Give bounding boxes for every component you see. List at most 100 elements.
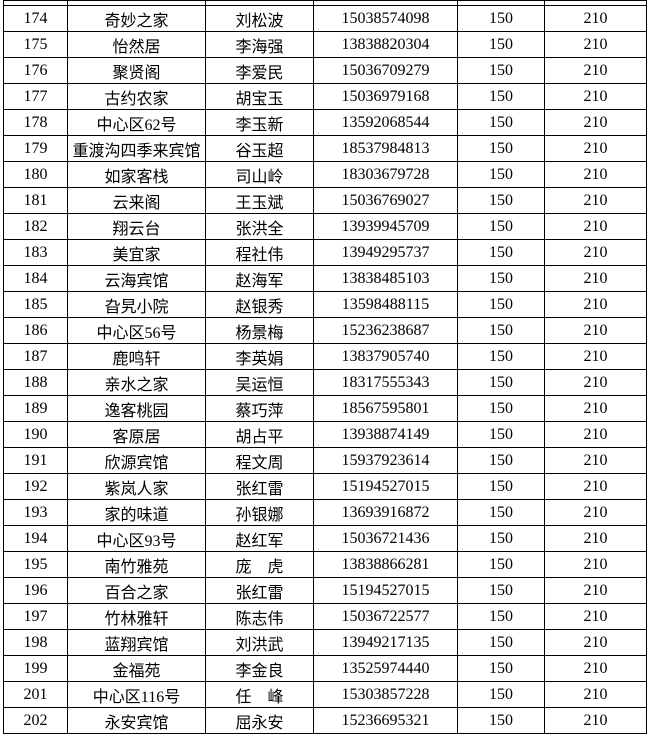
cell-contact-person: 庞 虎 <box>205 551 314 578</box>
cell-serial-number: 184 <box>3 265 68 292</box>
cell-contact-person: 张红雷 <box>205 473 314 500</box>
cell-contact-person: 吴运恒 <box>205 369 314 396</box>
cell-price-210: 210 <box>544 395 647 422</box>
cell-price-210: 210 <box>544 707 647 734</box>
cell-price-150: 150 <box>457 291 545 318</box>
cell-guesthouse-name: 欣源宾馆 <box>67 447 206 474</box>
cell-serial-number: 193 <box>3 499 68 526</box>
cell-contact-person: 程社伟 <box>205 239 314 266</box>
cell-serial-number: 185 <box>3 291 68 318</box>
table-row: 185 旮旯小院 赵银秀 13598488115 150 210 <box>3 291 647 318</box>
cell-phone-number: 13693916872 <box>313 499 458 526</box>
table-row: 183 美宜家 程社伟 13949295737 150 210 <box>3 239 647 266</box>
cell-phone-number: 15036769027 <box>313 187 458 214</box>
cell-price-150: 150 <box>457 161 545 188</box>
table-row: 201 中心区116号任 峰 15303857228 150 210 <box>3 681 647 708</box>
cell-phone-number: 18303679728 <box>313 161 458 188</box>
cell-price-210: 210 <box>544 57 647 84</box>
cell-price-150: 150 <box>457 343 545 370</box>
cell-guesthouse-name: 家的味道 <box>67 499 206 526</box>
cell-contact-person: 李英娟 <box>205 343 314 370</box>
cell-contact-person: 孙银娜 <box>205 499 314 526</box>
cell-serial-number: 197 <box>3 603 68 630</box>
cell-phone-number: 15038574098 <box>313 5 458 32</box>
cell-contact-person: 李爱民 <box>205 57 314 84</box>
cell-contact-person: 程文周 <box>205 447 314 474</box>
table-row: 194 中心区93号 赵红军 15036721436 150 210 <box>3 525 647 552</box>
cell-contact-person: 赵海军 <box>205 265 314 292</box>
cell-serial-number: 187 <box>3 343 68 370</box>
cell-phone-number: 15194527015 <box>313 577 458 604</box>
table-row: 179 重渡沟四季来宾馆 谷玉超 18537984813 150 210 <box>3 135 647 162</box>
cell-phone-number: 13949295737 <box>313 239 458 266</box>
cell-price-210: 210 <box>544 603 647 630</box>
cell-price-150: 150 <box>457 395 545 422</box>
cell-guesthouse-name: 中心区62号 <box>67 109 206 136</box>
table-row: 192 紫岚人家 张红雷 15194527015 150 210 <box>3 473 647 500</box>
cell-phone-number: 15937923614 <box>313 447 458 474</box>
cell-price-210: 210 <box>544 5 647 32</box>
cell-price-150: 150 <box>457 473 545 500</box>
cell-price-150: 150 <box>457 265 545 292</box>
cell-price-150: 150 <box>457 239 545 266</box>
cell-contact-person: 刘松波 <box>205 5 314 32</box>
table-row: 176 聚贤阁 李爱民 15036709279 150 210 <box>3 57 647 84</box>
cell-guesthouse-name: 云来阁 <box>67 187 206 214</box>
table-row: 174 奇妙之家 刘松波 15038574098 150 210 <box>3 5 647 32</box>
cell-price-150: 150 <box>457 421 545 448</box>
cell-price-150: 150 <box>457 551 545 578</box>
cell-phone-number: 13838820304 <box>313 31 458 58</box>
cell-price-150: 150 <box>457 707 545 734</box>
cell-price-150: 150 <box>457 499 545 526</box>
table-row: 182 翔云台 张洪全 13939945709 150 210 <box>3 213 647 240</box>
table-row: 190 客原居 胡占平 13938874149 150 210 <box>3 421 647 448</box>
table-row: 195 南竹雅苑庞 虎 13838866281 150 210 <box>3 551 647 578</box>
cell-serial-number: 196 <box>3 577 68 604</box>
cell-contact-person: 司山岭 <box>205 161 314 188</box>
cell-guesthouse-name: 竹林雅轩 <box>67 603 206 630</box>
cell-phone-number: 15236238687 <box>313 317 458 344</box>
cell-contact-person: 刘洪武 <box>205 629 314 656</box>
cell-contact-person: 王玉斌 <box>205 187 314 214</box>
cell-serial-number: 188 <box>3 369 68 396</box>
cell-contact-person: 赵红军 <box>205 525 314 552</box>
cell-price-150: 150 <box>457 681 545 708</box>
cell-guesthouse-name: 紫岚人家 <box>67 473 206 500</box>
cell-price-150: 150 <box>457 109 545 136</box>
cell-price-210: 210 <box>544 473 647 500</box>
cell-price-210: 210 <box>544 447 647 474</box>
table-row: 198 蓝翔宾馆 刘洪武 13949217135 150 210 <box>3 629 647 656</box>
cell-price-210: 210 <box>544 83 647 110</box>
table-row: 193 家的味道 孙银娜 13693916872 150 210 <box>3 499 647 526</box>
cell-phone-number: 15194527015 <box>313 473 458 500</box>
cell-serial-number: 201 <box>3 681 68 708</box>
cell-guesthouse-name: 亲水之家 <box>67 369 206 396</box>
cell-serial-number: 189 <box>3 395 68 422</box>
cell-serial-number: 190 <box>3 421 68 448</box>
cell-serial-number: 182 <box>3 213 68 240</box>
cell-contact-person: 赵银秀 <box>205 291 314 318</box>
cell-serial-number: 180 <box>3 161 68 188</box>
cell-guesthouse-name: 翔云台 <box>67 213 206 240</box>
cell-serial-number: 174 <box>3 5 68 32</box>
table-row: 196 百合之家 张红雷 15194527015 150 210 <box>3 577 647 604</box>
cell-guesthouse-name: 旮旯小院 <box>67 291 206 318</box>
cell-contact-person: 谷玉超 <box>205 135 314 162</box>
cell-price-210: 210 <box>544 161 647 188</box>
cell-price-210: 210 <box>544 265 647 292</box>
table-row: 199 金福苑 李金良 13525974440 150 210 <box>3 655 647 682</box>
cell-guesthouse-name: 蓝翔宾馆 <box>67 629 206 656</box>
cell-price-210: 210 <box>544 213 647 240</box>
cell-price-150: 150 <box>457 603 545 630</box>
cell-phone-number: 15236695321 <box>313 707 458 734</box>
cell-guesthouse-name: 云海宾馆 <box>67 265 206 292</box>
table-row: 184 云海宾馆 赵海军 13838485103 150 210 <box>3 265 647 292</box>
cell-serial-number: 183 <box>3 239 68 266</box>
cell-serial-number: 176 <box>3 57 68 84</box>
table-row: 202 永安宾馆 屈永安 15236695321 150 210 <box>3 707 647 734</box>
cell-price-150: 150 <box>457 213 545 240</box>
cell-price-150: 150 <box>457 83 545 110</box>
cell-price-150: 150 <box>457 317 545 344</box>
cell-price-150: 150 <box>457 629 545 656</box>
